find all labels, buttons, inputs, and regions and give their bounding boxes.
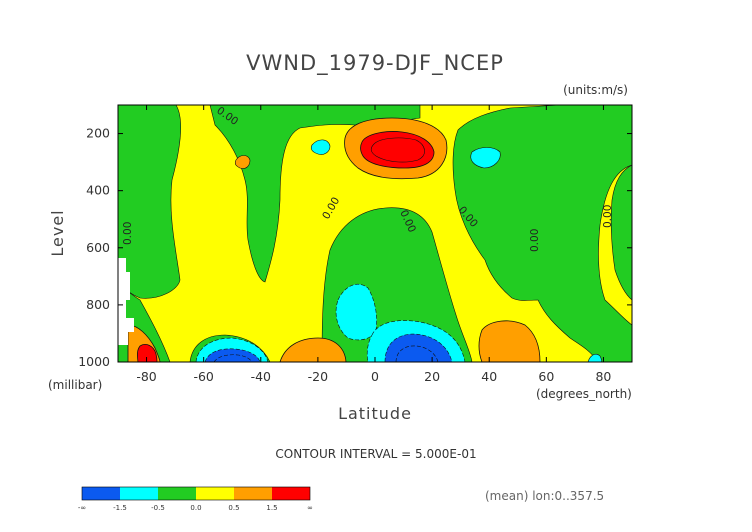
x-tick-label: 40 [481, 369, 497, 384]
region-orange-south [279, 337, 347, 362]
region-green-south [118, 105, 182, 299]
colorbar-label: ∞ [307, 504, 313, 512]
region-blue-south [204, 348, 261, 362]
colorbar-label: -1.5 [113, 504, 127, 512]
contour-line-south-dash [213, 354, 253, 362]
missing-data-patch [118, 258, 134, 345]
y-unit-label: (millibar) [48, 378, 102, 392]
colorbar-label: 0.5 [228, 504, 239, 512]
x-axis-title: Latitude [338, 404, 412, 423]
region-green-farnorth [610, 164, 632, 301]
region-red-sw [137, 344, 158, 362]
y-tick-label: 600 [86, 240, 110, 255]
footnote-text: (mean) lon:0..357.5 [485, 489, 604, 503]
colorbar-frame [81, 486, 311, 501]
colorbar-label: -0.5 [151, 504, 165, 512]
y-tick-label: 1000 [78, 354, 110, 369]
contour-field [118, 105, 632, 362]
contour-label: 0.00 [602, 205, 614, 228]
contour-interval-text: CONTOUR INTERVAL = 5.000E-01 [275, 447, 476, 461]
region-green-north [452, 105, 632, 362]
x-unit-label: (degrees_north) [536, 387, 632, 401]
y-tick-label: 400 [86, 183, 110, 198]
y-tick-label: 200 [86, 126, 110, 141]
contour-label: 0.00 [529, 229, 541, 252]
colorbar-swatch [234, 487, 272, 500]
y-tick-label: 800 [86, 297, 110, 312]
contour-line-jet-inner [370, 137, 425, 163]
colorbar-swatch [120, 487, 158, 500]
colorbar-label: -∞ [78, 504, 86, 512]
region-cyan-upper-north [470, 147, 501, 169]
units-label: (units:m/s) [563, 83, 628, 97]
colorbar-swatch [272, 487, 310, 500]
colorbar: -∞ -1.5 -0.5 0.0 0.5 1.5 ∞ [78, 486, 313, 512]
colorbar-label: 1.5 [266, 504, 277, 512]
colorbar-swatch [158, 487, 196, 500]
contour-line-center-dash [395, 345, 439, 362]
colorbar-swatch [196, 487, 234, 500]
x-tick-label: -20 [308, 369, 328, 384]
x-tick-label: 0 [371, 369, 379, 384]
region-orange-north [478, 320, 541, 362]
y-axis-title: Level [48, 209, 67, 256]
region-blue-center [384, 333, 453, 362]
x-axis: -80 -60 -40 -20 0 20 40 60 80 [136, 105, 611, 384]
chart-title: VWND_1979-DJF_NCEP [246, 51, 504, 76]
x-tick-label: -40 [251, 369, 271, 384]
colorbar-swatch [82, 487, 120, 500]
x-tick-label: 20 [424, 369, 440, 384]
x-tick-label: -60 [193, 369, 213, 384]
x-tick-label: 80 [595, 369, 611, 384]
colorbar-label: 0.0 [190, 504, 201, 512]
x-tick-label: -80 [136, 369, 156, 384]
contour-label: 0.00 [122, 222, 134, 245]
x-tick-label: 60 [538, 369, 554, 384]
region-cyan-upper [310, 139, 331, 155]
y-axis: 200 400 600 800 1000 [78, 126, 632, 369]
region-orange-small [234, 155, 251, 169]
